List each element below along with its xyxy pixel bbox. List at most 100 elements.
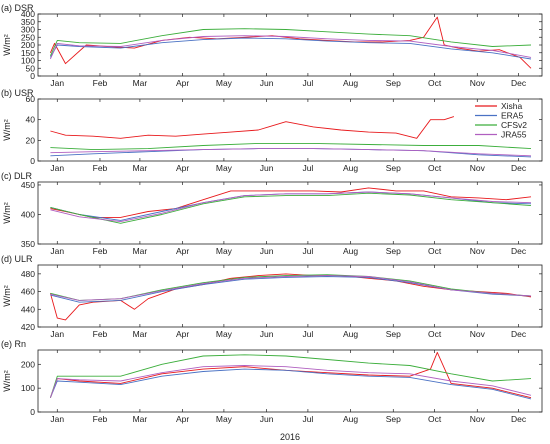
x-tick-label: May <box>216 329 233 339</box>
series-group <box>49 351 532 400</box>
series-line-cfsv2 <box>49 354 532 398</box>
x-tick-label: Jul <box>302 246 313 256</box>
x-tick-label: Mar <box>133 163 148 173</box>
x-tick-label: Aug <box>343 163 358 173</box>
x-tick-label: Sep <box>386 163 401 173</box>
y-tick-label: 450 <box>21 180 35 190</box>
x-tick-label: Aug <box>343 414 358 424</box>
x-tick-label: Jul <box>302 329 313 339</box>
y-tick-label: 400 <box>21 209 35 219</box>
series-line-cfsv2 <box>50 274 532 301</box>
x-tick-label: Dec <box>511 414 527 424</box>
x-tick-label: Oct <box>428 246 442 256</box>
y-tick-label: 400 <box>21 9 35 19</box>
y-tick-label: 440 <box>21 304 35 314</box>
x-tick-label: Oct <box>428 414 442 424</box>
y-tick-label: 0 <box>30 71 35 81</box>
panel-4: (d) ULR W/m² 420 440 460 480 Jan Feb Mar Apr May Ju… <box>1 254 543 339</box>
x-tick-label: Mar <box>133 78 148 88</box>
series-line-era5 <box>50 191 532 221</box>
x-tick-label: Nov <box>470 246 486 256</box>
y-tick-label: 460 <box>21 287 35 297</box>
x-tick-label: Jan <box>50 163 64 173</box>
y-tick-label: 50 <box>26 63 36 73</box>
y-tick-label: 300 <box>21 25 35 35</box>
x-tick-label: May <box>216 163 233 173</box>
y-axis-label: W/m² <box>2 119 12 141</box>
y-tick-label: 250 <box>21 32 35 42</box>
axis-frame <box>37 349 543 413</box>
y-tick-label: 350 <box>21 239 35 249</box>
y-tick-label: 100 <box>21 56 35 66</box>
panel-title: (b) USR <box>1 88 34 98</box>
y-tick-label: 480 <box>21 269 35 279</box>
y-tick-label: 40 <box>26 115 36 125</box>
x-tick-label: Jan <box>50 78 64 88</box>
x-tick-label: Dec <box>511 329 527 339</box>
x-tick-label: Jun <box>260 78 274 88</box>
y-tick-label: 420 <box>21 322 35 332</box>
x-axis-label: 2016 <box>280 432 300 442</box>
series-line-jra55 <box>50 191 532 223</box>
x-tick-label: Jun <box>260 163 274 173</box>
x-tick-label: Jul <box>302 78 313 88</box>
series-group <box>50 116 532 158</box>
x-tick-label: Oct <box>428 78 442 88</box>
legend-label-jra55: JRA55 <box>501 130 527 140</box>
series-line-jra55 <box>49 35 532 60</box>
x-tick-label: Jan <box>50 329 64 339</box>
panel-title: (e) Rn <box>1 339 26 349</box>
axis-frame <box>37 264 543 328</box>
x-tick-label: Nov <box>470 78 486 88</box>
y-tick-label: 100 <box>21 383 35 393</box>
x-tick-label: Sep <box>386 414 401 424</box>
x-tick-label: Jan <box>50 414 64 424</box>
panel-title: (c) DLR <box>1 171 32 181</box>
x-tick-label: May <box>216 78 233 88</box>
panel-5: (e) Rn W/m² 0 100 200 Jan Feb Mar Apr May Jun Jul Au… <box>1 339 543 424</box>
series-group <box>49 16 532 69</box>
x-tick-label: Mar <box>133 246 148 256</box>
x-tick-label: Jun <box>260 246 274 256</box>
legend-label-era5: ERA5 <box>501 111 523 121</box>
series-line-era5 <box>50 37 532 60</box>
y-tick-label: 150 <box>21 48 35 58</box>
series-line-xisha <box>50 187 532 218</box>
x-tick-label: Apr <box>176 163 189 173</box>
y-axis-label: W/m² <box>2 34 12 56</box>
x-tick-label: Feb <box>93 329 108 339</box>
x-tick-label: Nov <box>470 329 486 339</box>
x-tick-label: Apr <box>176 246 189 256</box>
x-tick-label: Jul <box>302 163 313 173</box>
axis-frame <box>37 181 543 245</box>
panel-title: (d) ULR <box>1 254 33 264</box>
series-line-jra55 <box>49 365 532 398</box>
panel-3: (c) DLR W/m² 350 400 450 Jan Feb Mar Apr May Jun Ju… <box>1 171 543 256</box>
x-tick-label: Sep <box>386 329 401 339</box>
y-tick-label: 200 <box>21 40 35 50</box>
x-tick-label: Nov <box>470 414 486 424</box>
x-tick-label: Mar <box>133 414 148 424</box>
x-tick-label: Jul <box>302 414 313 424</box>
panel-2: (b) USR W/m² 0 20 40 60 Jan Feb Mar Apr May Jun Jul A… <box>1 88 543 173</box>
x-tick-label: Apr <box>176 78 189 88</box>
x-tick-label: May <box>216 414 233 424</box>
x-tick-label: Apr <box>176 329 189 339</box>
series-line-era5 <box>49 368 532 400</box>
y-tick-label: 200 <box>21 359 35 369</box>
axis-frame <box>37 13 543 77</box>
x-tick-label: Oct <box>428 163 442 173</box>
x-tick-label: Nov <box>470 163 486 173</box>
series-line-cfsv2 <box>49 28 532 56</box>
panel-title: (a) DSR <box>1 3 34 13</box>
series-line-cfsv2 <box>50 192 532 224</box>
axis-frame <box>37 98 543 162</box>
legend-label-xisha: Xisha <box>501 101 523 111</box>
legend-label-cfsv2: CFSv2 <box>501 120 527 130</box>
x-tick-label: Apr <box>176 414 189 424</box>
y-tick-label: 20 <box>26 135 36 145</box>
x-tick-label: Feb <box>93 414 108 424</box>
